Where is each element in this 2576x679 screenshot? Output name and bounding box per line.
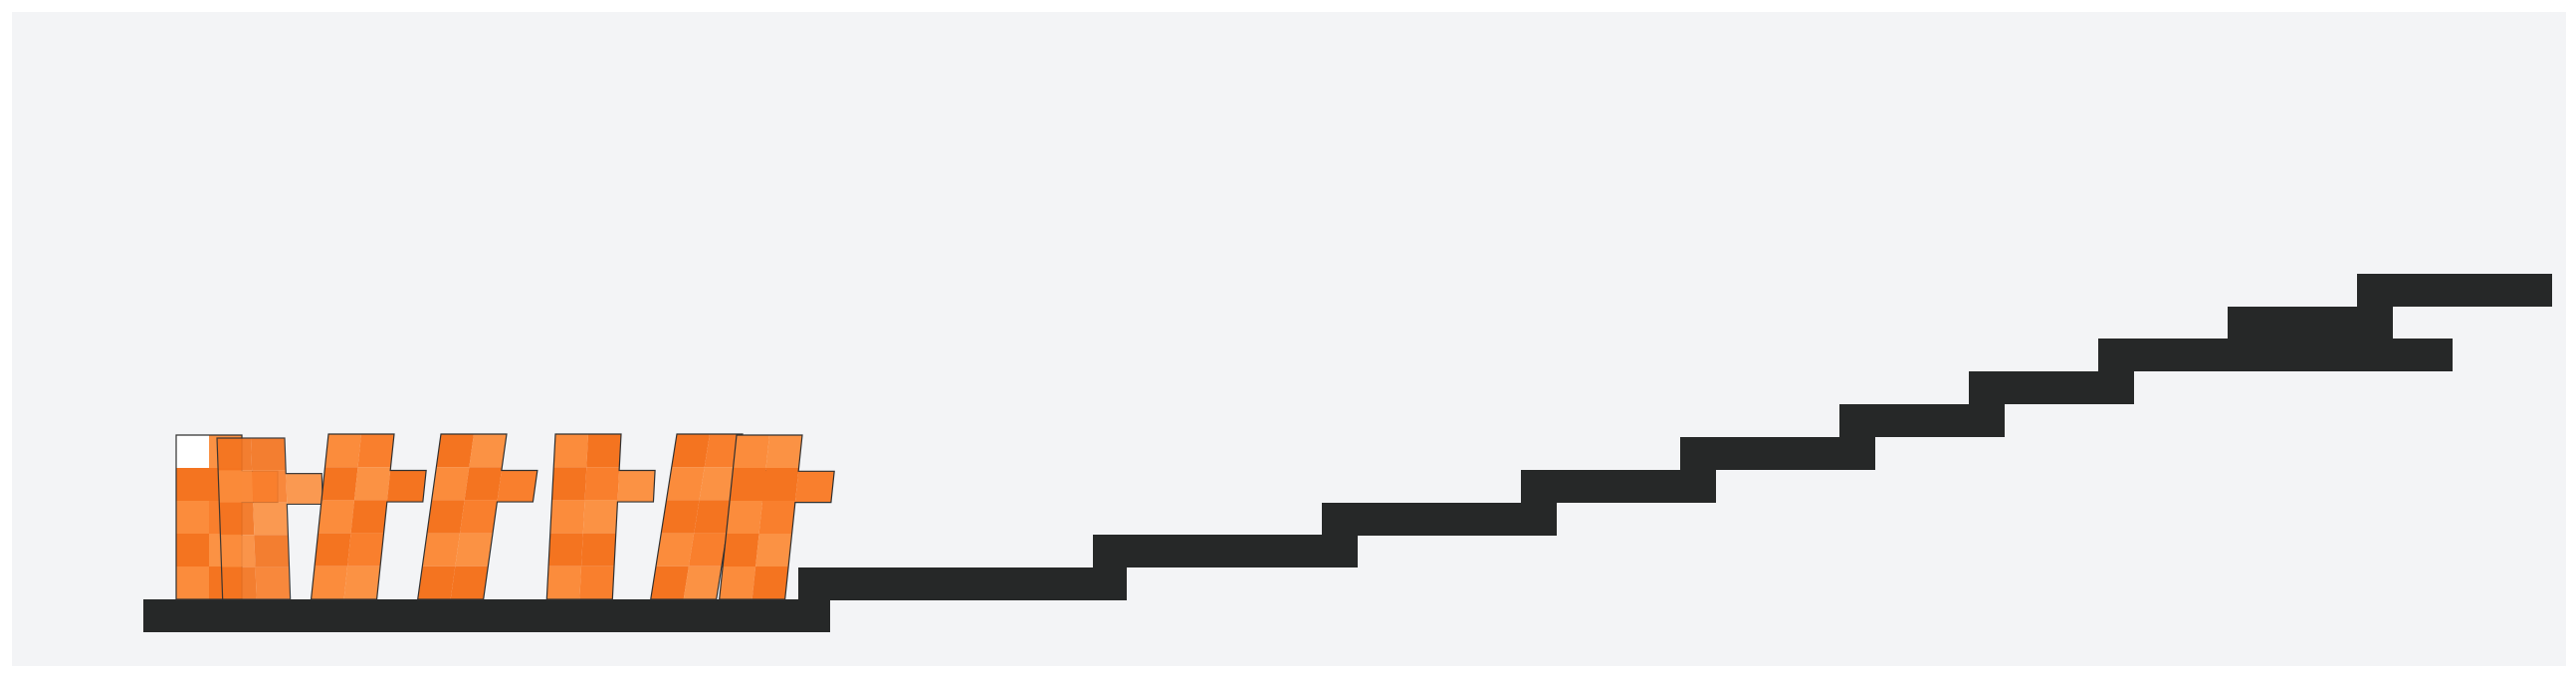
stair-step <box>1521 470 1716 503</box>
body-voxel <box>455 533 494 566</box>
soft-body-creature <box>650 433 773 600</box>
body-voxel <box>586 434 621 468</box>
soft-body-creature <box>416 433 538 600</box>
body-arm-voxel <box>286 473 323 505</box>
body-outline <box>545 433 656 600</box>
simulation-viewport: soft-body locomotion simulation staircas… <box>12 12 2566 666</box>
creatures-layer <box>175 433 835 600</box>
body-voxel <box>253 502 289 536</box>
body-voxel <box>318 500 355 534</box>
stair-step <box>1969 371 2134 404</box>
body-voxel <box>661 500 700 534</box>
body-voxel <box>176 534 209 566</box>
stair-step <box>1839 404 2005 437</box>
body-voxel <box>582 500 618 534</box>
body-voxel <box>758 501 796 534</box>
body-arm-voxel <box>794 471 835 503</box>
soft-body-creature <box>216 437 323 600</box>
body-voxel <box>251 438 287 471</box>
body-voxel <box>176 435 209 468</box>
body-voxel <box>354 467 391 501</box>
body-voxel <box>553 434 588 468</box>
body-voxel <box>347 533 384 566</box>
body-voxel <box>311 566 348 600</box>
body-voxel <box>427 500 465 534</box>
body-voxel <box>683 566 722 600</box>
body-voxel <box>417 566 456 600</box>
body-voxel <box>546 566 582 600</box>
body-voxel <box>548 533 583 566</box>
body-voxel <box>755 534 792 566</box>
soft-body-creature <box>310 433 427 600</box>
body-voxel <box>699 467 738 501</box>
body-voxel <box>650 566 689 600</box>
body-voxel <box>431 467 470 501</box>
body-voxel <box>176 566 209 599</box>
body-voxel <box>584 467 620 501</box>
soft-body-creature <box>545 433 656 600</box>
stair-step <box>1093 535 1358 567</box>
body-voxel <box>176 468 209 501</box>
stair-step <box>798 567 1127 600</box>
body-voxel <box>324 434 361 468</box>
body-outline <box>310 433 427 600</box>
stair-step <box>2228 307 2393 340</box>
body-voxel <box>322 467 358 501</box>
body-voxel <box>254 535 290 567</box>
body-voxel <box>221 566 257 600</box>
body-voxel <box>217 438 253 471</box>
body-voxel <box>581 533 616 566</box>
body-voxel <box>252 470 288 503</box>
body-voxel <box>688 533 728 566</box>
stair-step <box>1680 437 1875 470</box>
body-voxel <box>762 468 799 501</box>
body-voxel <box>765 435 802 468</box>
body-voxel <box>549 500 585 534</box>
staircase-terrain <box>143 274 2552 632</box>
body-voxel <box>460 500 498 534</box>
body-voxel <box>726 501 763 534</box>
body-voxel <box>655 533 695 566</box>
body-voxel <box>730 468 766 501</box>
body-voxel <box>694 500 733 534</box>
stair-landing <box>2134 339 2453 371</box>
body-voxel <box>719 566 756 599</box>
stair-step <box>2357 274 2552 307</box>
body-arm-voxel <box>386 470 427 503</box>
body-voxel <box>176 501 209 534</box>
body-voxel <box>723 534 759 566</box>
body-voxel <box>422 533 461 566</box>
body-voxel <box>469 434 508 468</box>
body-voxel <box>357 434 394 468</box>
body-voxel <box>219 502 255 536</box>
body-voxel <box>551 467 587 501</box>
body-arm-voxel <box>617 470 656 503</box>
body-voxel <box>220 535 256 567</box>
body-outline <box>718 434 835 600</box>
body-voxel <box>464 467 503 501</box>
body-voxel <box>733 435 769 468</box>
body-voxel <box>579 566 615 600</box>
body-arm-voxel <box>497 470 537 503</box>
body-voxel <box>704 434 743 468</box>
world-canvas <box>143 274 2552 632</box>
body-voxel <box>751 566 789 599</box>
body-voxel <box>450 566 489 600</box>
body-voxel <box>350 500 388 534</box>
body-outline <box>416 433 538 600</box>
body-voxel <box>315 533 351 566</box>
body-voxel <box>218 470 254 503</box>
stair-step <box>1322 503 1557 536</box>
body-voxel <box>666 467 705 501</box>
body-voxel <box>255 566 291 600</box>
soft-body-creature <box>718 434 835 600</box>
body-voxel <box>436 434 474 468</box>
body-voxel <box>671 434 710 468</box>
stair-step <box>143 599 830 632</box>
body-voxel <box>343 566 381 600</box>
